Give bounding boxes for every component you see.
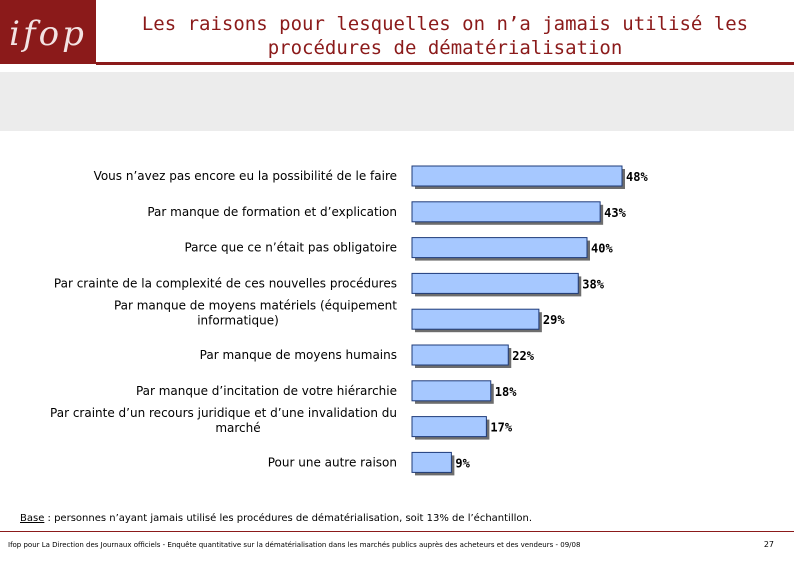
bar (411, 308, 540, 330)
bar-value-label: 40% (591, 242, 613, 256)
category-label: Par crainte de la complexité de ces nouv… (54, 276, 397, 290)
category-label: marché (215, 421, 260, 435)
title-line-2: procédures de dématérialisation (267, 37, 623, 59)
category-label: informatique) (197, 314, 279, 328)
base-label: Base (20, 513, 45, 524)
bar (411, 416, 487, 438)
bar-value-label: 22% (512, 349, 534, 363)
ifop-logo: ifop (0, 0, 96, 64)
category-label: Par crainte d’un recours juridique et d’… (50, 406, 397, 420)
bar (411, 272, 579, 294)
footer-text: Ifop pour La Direction des Journaux offi… (8, 541, 581, 549)
category-label: Par manque de moyens humains (200, 348, 397, 362)
base-text: : personnes n’ayant jamais utilisé les p… (44, 513, 533, 524)
logo-text: ifop (9, 14, 87, 54)
bar-value-label: 38% (582, 277, 604, 291)
bar-value-label: 43% (604, 206, 626, 220)
category-label: Par manque d’incitation de votre hiérarc… (136, 384, 397, 398)
page-title: Les raisons pour lesquelles on n’a jamai… (96, 12, 794, 60)
footer-rule (0, 531, 794, 532)
category-label: Par manque de moyens matériels (équipeme… (114, 299, 397, 313)
bar-value-label: 48% (626, 170, 648, 184)
category-label: Vous n’avez pas encore eu la possibilité… (94, 169, 397, 183)
bar (411, 201, 601, 223)
bar (411, 451, 452, 473)
page-number: 27 (763, 540, 774, 549)
bar-value-label: 17% (490, 421, 512, 435)
header-rule (96, 62, 794, 65)
bar (411, 380, 492, 402)
bar (411, 237, 588, 259)
bar-value-label: 9% (455, 456, 470, 470)
category-label: Parce que ce n’était pas obligatoire (184, 241, 397, 255)
bar-value-label: 29% (543, 313, 565, 327)
category-label: Pour une autre raison (268, 455, 397, 469)
bar-value-label: 18% (495, 385, 517, 399)
gray-band (0, 72, 794, 131)
category-label: Par manque de formation et d’explication (147, 205, 397, 219)
title-line-1: Les raisons pour lesquelles on n’a jamai… (141, 13, 749, 35)
bar (411, 344, 509, 366)
base-note: Base : personnes n’ayant jamais utilisé … (20, 513, 532, 524)
bar (411, 165, 623, 187)
